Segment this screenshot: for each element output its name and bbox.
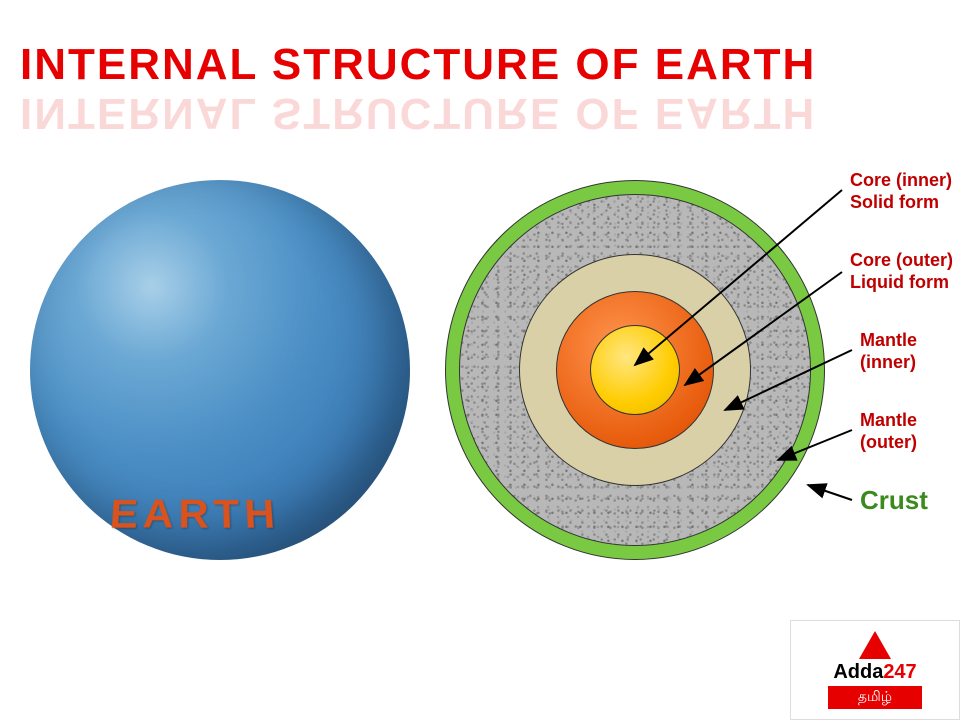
label-crust: Crust (860, 485, 928, 516)
label-text: Solid form (850, 192, 939, 212)
label-text: Core (outer) (850, 250, 953, 270)
logo-container: Adda247 தமிழ் (790, 620, 960, 720)
label-inner-mantle: Mantle (inner) (860, 330, 917, 373)
label-outer-mantle: Mantle (outer) (860, 410, 917, 453)
label-text: Liquid form (850, 272, 949, 292)
logo-triangle-icon (859, 631, 891, 659)
logo-brand: Adda247 (833, 661, 916, 684)
cross-section-diagram (445, 180, 825, 560)
label-text: (outer) (860, 432, 917, 452)
logo-text-black: Adda (833, 661, 883, 683)
label-text: Core (inner) (850, 170, 952, 190)
logo-text-red: 247 (883, 661, 916, 683)
label-outer-core: Core (outer) Liquid form (850, 250, 953, 293)
label-inner-core: Core (inner) Solid form (850, 170, 952, 213)
page-title-reflection: INTERNAL STRUCTURE OF EARTH (20, 88, 816, 138)
page-title: INTERNAL STRUCTURE OF EARTH (20, 40, 816, 90)
earth-label: EARTH (108, 491, 281, 537)
label-text: Mantle (860, 330, 917, 350)
label-text: Mantle (860, 410, 917, 430)
label-text: (inner) (860, 352, 916, 372)
layer-inner-core (590, 325, 680, 415)
logo-subtext: தமிழ் (828, 686, 922, 709)
